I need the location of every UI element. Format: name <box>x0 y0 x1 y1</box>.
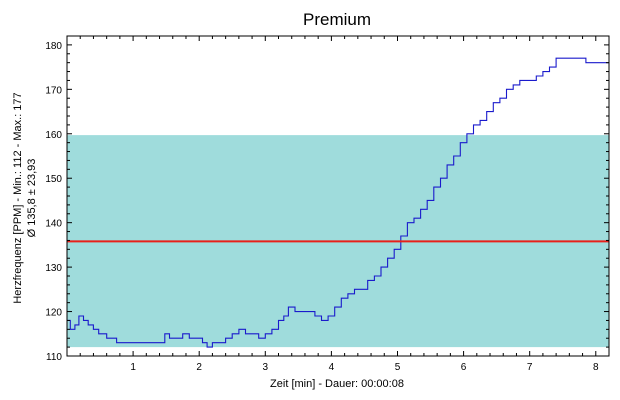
x-tick-label: 1 <box>130 362 136 373</box>
plot-area: 1 2 3 4 5 6 7 8 110 120 130 140 150 160 170 180 <box>45 35 610 373</box>
x-axis-label: Zeit [min] - Dauer: 00:00:08 <box>270 378 404 390</box>
x-tick-label: 4 <box>329 362 335 373</box>
y-tick-label: 150 <box>45 174 62 185</box>
y-tick-label: 170 <box>45 85 62 96</box>
x-tick-label: 2 <box>196 362 202 373</box>
y-tick-label: 130 <box>45 263 62 274</box>
y-tick-label: 180 <box>45 41 62 52</box>
x-tick-label: 7 <box>527 362 533 373</box>
y-tick-label: 120 <box>45 308 62 319</box>
chart-title: Premium <box>303 10 371 29</box>
x-tick-label: 5 <box>395 362 401 373</box>
y-axis-stats-label: Ø 135,8 ± 23,93 <box>26 159 38 238</box>
x-tick-label: 8 <box>593 362 599 373</box>
heart-rate-line-0 <box>67 57 609 348</box>
x-tick-label: 3 <box>263 362 269 373</box>
y-tick-label: 140 <box>45 219 62 230</box>
y-axis-label: Herzfrequenz [PPM] - Min.: 112 - Max.: 1… <box>12 92 24 303</box>
x-tick-label: 6 <box>461 362 467 373</box>
y-tick-label: 160 <box>45 130 62 141</box>
y-tick-label: 110 <box>46 352 62 363</box>
